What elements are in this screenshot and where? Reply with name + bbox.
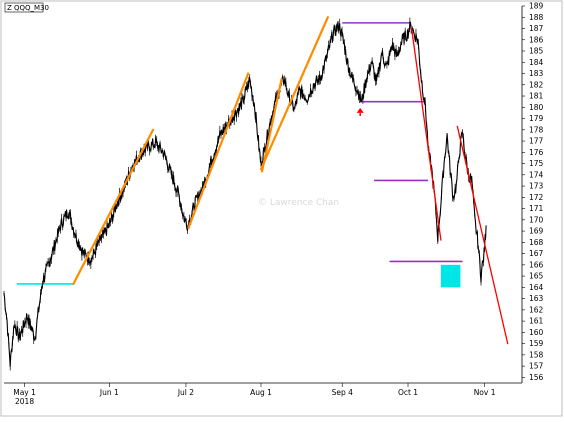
y-tick-label: 189 bbox=[529, 2, 544, 11]
trend-line bbox=[410, 27, 442, 241]
watermark-text: © Lawrence Chan bbox=[258, 198, 339, 208]
x-tick-label: Jul 2 bbox=[177, 388, 194, 397]
y-tick-label: 178 bbox=[529, 125, 544, 134]
y-tick-label: 167 bbox=[529, 249, 544, 258]
y-tick-label: 185 bbox=[529, 47, 544, 56]
up-arrow-icon bbox=[356, 107, 364, 113]
y-tick-label: 181 bbox=[529, 92, 544, 101]
y-tick-label: 157 bbox=[529, 362, 544, 371]
y-tick-label: 158 bbox=[529, 350, 544, 359]
y-tick-label: 176 bbox=[529, 148, 544, 157]
trend-line bbox=[72, 128, 155, 286]
trend-line bbox=[187, 72, 250, 229]
y-tick-label: 160 bbox=[529, 328, 544, 337]
y-tick-label: 165 bbox=[529, 272, 544, 281]
y-tick-label: 172 bbox=[529, 193, 544, 202]
x-tick-label: May 1 bbox=[13, 388, 36, 397]
highlight-boxes bbox=[440, 264, 461, 288]
y-tick-label: 183 bbox=[529, 69, 544, 78]
annotation-arrows bbox=[356, 107, 364, 116]
chart-title: Z QQQ_M30 bbox=[7, 4, 49, 12]
x-tick-label: Jun 1 bbox=[99, 388, 119, 397]
y-tick-label: 174 bbox=[529, 170, 544, 179]
y-tick-label: 171 bbox=[529, 204, 544, 213]
y-tick-label: 187 bbox=[529, 24, 544, 33]
y-tick-label: 164 bbox=[529, 283, 544, 292]
y-tick-label: 166 bbox=[529, 260, 544, 269]
y-tick-label: 173 bbox=[529, 182, 544, 191]
y-tick-label: 179 bbox=[529, 114, 544, 123]
level-lines bbox=[16, 22, 463, 285]
highlight-box bbox=[440, 264, 461, 288]
x-tick-label: Nov 1 bbox=[474, 388, 496, 397]
y-tick-label: 182 bbox=[529, 80, 544, 89]
price-series bbox=[3, 17, 487, 371]
y-tick-label: 184 bbox=[529, 58, 544, 67]
y-axis-ticks: 156 157 158 159 160 161 162 163 164 165 166 167 168 1… bbox=[522, 2, 544, 382]
y-tick-label: 169 bbox=[529, 227, 544, 236]
y-tick-label: 186 bbox=[529, 35, 544, 44]
trend-line bbox=[456, 125, 509, 345]
trend-line bbox=[260, 78, 283, 173]
x-tick-label: Sep 4 bbox=[332, 388, 354, 397]
y-tick-label: 163 bbox=[529, 294, 544, 303]
title-tag: Z QQQ_M30 bbox=[4, 2, 49, 13]
y-tick-label: 177 bbox=[529, 137, 544, 146]
trend-lines bbox=[72, 16, 509, 345]
y-tick-label: 161 bbox=[529, 317, 544, 326]
x-tick-sublabel: 2018 bbox=[15, 397, 34, 406]
y-tick-label: 180 bbox=[529, 103, 544, 112]
y-tick-label: 170 bbox=[529, 215, 544, 224]
x-tick-label: Aug 1 bbox=[250, 388, 272, 397]
y-tick-label: 156 bbox=[529, 373, 544, 382]
y-tick-label: 168 bbox=[529, 238, 544, 247]
trend-line bbox=[259, 16, 329, 171]
y-tick-label: 188 bbox=[529, 13, 544, 22]
title-tag-box bbox=[4, 2, 44, 13]
y-tick-label: 162 bbox=[529, 305, 544, 314]
y-tick-label: 175 bbox=[529, 159, 544, 168]
y-tick-label: 159 bbox=[529, 339, 544, 348]
x-tick-label: Oct 1 bbox=[398, 388, 418, 397]
